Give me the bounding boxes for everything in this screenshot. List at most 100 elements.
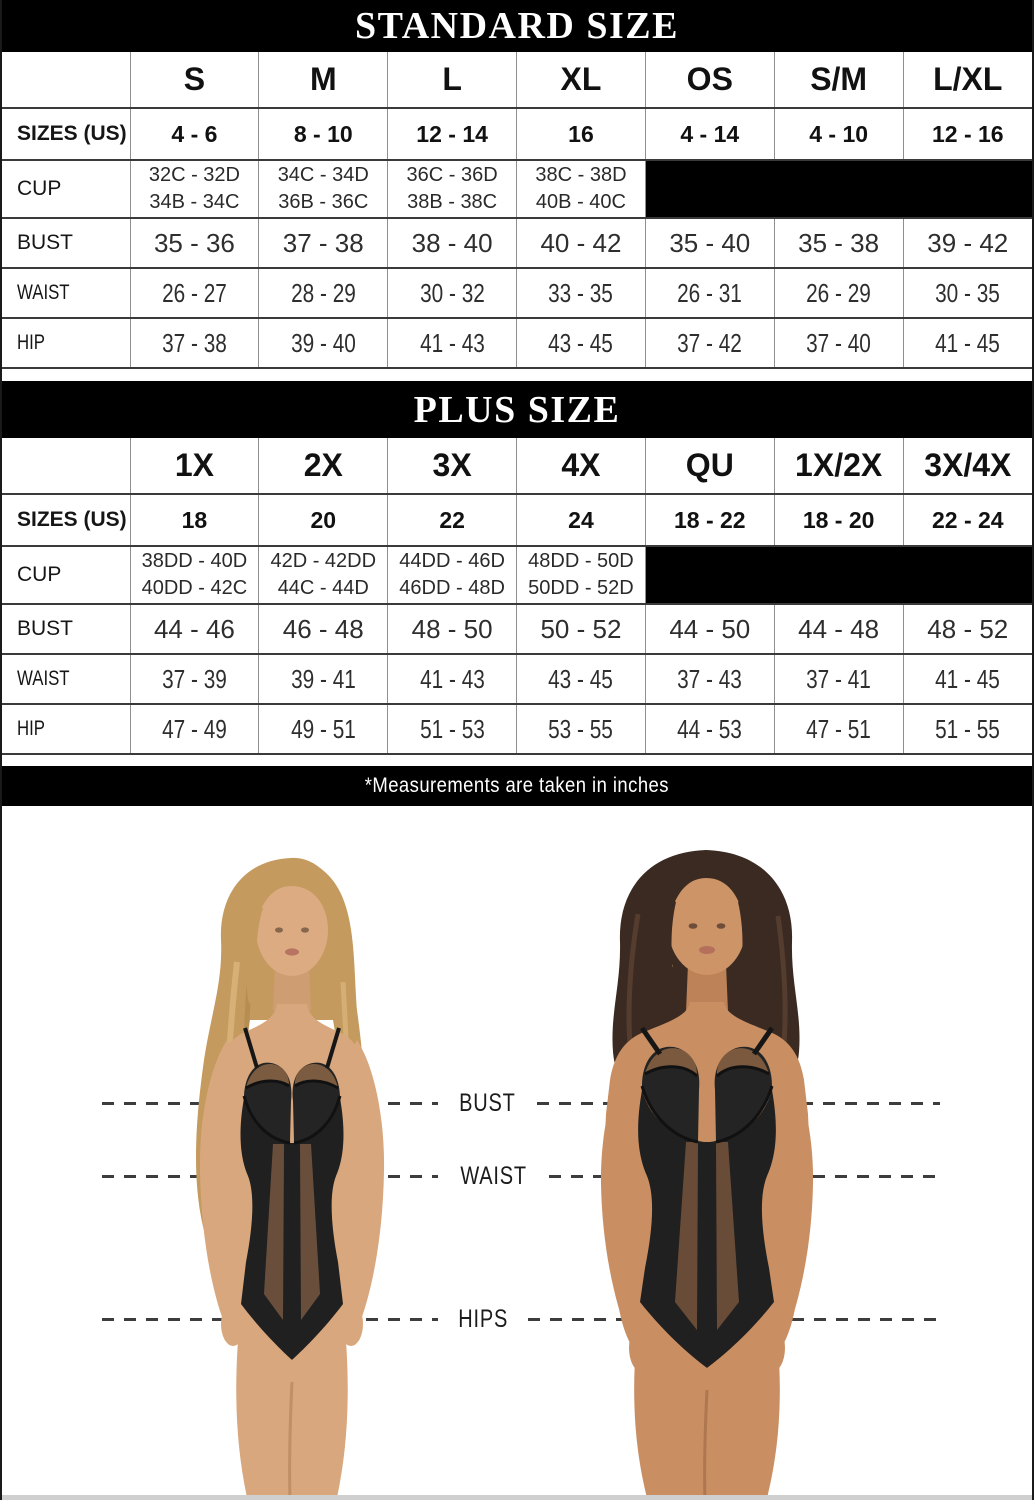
plus-size-title: PLUS SIZE [413,388,621,431]
row-sizes-us: SIZES (US) 18 20 22 24 18 - 22 18 - 20 22 - 24 [2,494,1032,546]
cell-cup-l: 36C - 36D 38B - 38C [387,160,517,218]
filled-cell [644,160,1032,218]
cell-waist-l-xl: 30 - 35 [902,268,1032,318]
column-header-s: S [129,52,259,108]
row-hip: HIP 47 - 49 49 - 51 51 - 53 53 - 55 44 - 53 47… [2,704,1032,754]
cell-hip-s-m: 37 - 40 [773,318,904,368]
cell-waist-xl: 33 - 35 [516,268,646,318]
row-label-hip: HIP [17,331,46,354]
hips-label: HIPS [458,1304,509,1333]
footnote-bar: *Measurements are taken in inches [2,766,1032,806]
column-header-3x: 3X [387,438,517,494]
cell-hip-1x: 47 - 49 [129,704,259,754]
cell-bust-qu: 44 - 50 [644,604,775,654]
measurement-guide-photo: BUST WAIST HIPS [2,806,1032,1500]
cell-waist-2x: 39 - 41 [258,654,388,704]
cell-waist-1x: 37 - 39 [129,654,259,704]
cell-hip-4x: 53 - 55 [516,704,646,754]
plus-size-table: 1X 2X 3X 4X QU 1X/2X 3X/4X SIZES (US) 18 20 22 24 18… [2,438,1032,755]
cell-hip-xl: 43 - 45 [516,318,646,368]
row-hip: HIP 37 - 38 39 - 40 41 - 43 43 - 45 37 - 42 37… [2,318,1032,368]
cell-hip-l: 41 - 43 [387,318,517,368]
row-label-cup: CUP [17,563,62,586]
column-header-m: M [258,52,388,108]
cell-waist-s: 26 - 27 [129,268,259,318]
cell-sizes-us-2x: 20 [258,494,388,546]
cell-sizes-us-m: 8 - 10 [258,108,388,160]
cell-sizes-us-1x: 18 [129,494,259,546]
column-header-1x-2x: 1X/2X [773,438,904,494]
cell-sizes-us-1x-2x: 18 - 20 [773,494,904,546]
cell-bust-1x: 44 - 46 [129,604,259,654]
bust-label: BUST [459,1088,516,1117]
cell-sizes-us-xl: 16 [516,108,646,160]
cell-bust-m: 37 - 38 [258,218,388,268]
cell-sizes-us-os: 4 - 14 [644,108,775,160]
cell-cup-s: 32C - 32D 34B - 34C [129,160,259,218]
cell-bust-3x: 48 - 50 [387,604,517,654]
column-header-1x: 1X [129,438,259,494]
cell-hip-qu: 44 - 53 [644,704,775,754]
corner-cell [2,52,130,108]
cell-sizes-us-l: 12 - 14 [387,108,517,160]
cell-waist-l: 30 - 32 [387,268,517,318]
cell-hip-1x-2x: 47 - 51 [773,704,904,754]
cell-hip-l-xl: 41 - 45 [902,318,1032,368]
cell-bust-l-xl: 39 - 42 [902,218,1032,268]
column-header-xl: XL [516,52,646,108]
plus-table: 1X 2X 3X 4X QU 1X/2X 3X/4X SIZES (US) 18 20 22 24 18… [2,438,1032,755]
plus-model-illustration [600,850,814,1495]
cell-waist-3x-4x: 41 - 45 [902,654,1032,704]
cell-waist-os: 26 - 31 [644,268,775,318]
cell-sizes-us-4x: 24 [516,494,646,546]
cell-waist-m: 28 - 29 [258,268,388,318]
cell-hip-os: 37 - 42 [644,318,775,368]
cell-sizes-us-l-xl: 12 - 16 [902,108,1032,160]
cell-hip-3x: 51 - 53 [387,704,517,754]
cell-sizes-us-s: 4 - 6 [129,108,259,160]
column-header-l-xl: L/XL [902,52,1032,108]
row-label-sizes-us: SIZES (US) [17,508,127,531]
row-label-waist: WAIST [17,667,70,690]
cell-bust-1x-2x: 44 - 48 [773,604,904,654]
waist-label: WAIST [460,1161,527,1190]
cell-waist-qu: 37 - 43 [644,654,775,704]
cell-cup-m: 34C - 34D 36B - 36C [258,160,388,218]
cell-bust-xl: 40 - 42 [516,218,646,268]
row-label-cup: CUP [17,177,62,200]
row-waist: WAIST 26 - 27 28 - 29 30 - 32 33 - 35 26 - 31… [2,268,1032,318]
cell-waist-1x-2x: 37 - 41 [773,654,904,704]
cell-bust-3x-4x: 48 - 52 [902,604,1032,654]
cell-bust-s: 35 - 36 [129,218,259,268]
row-label-hip: HIP [17,717,46,740]
row-cup: CUP 32C - 32D 34B - 34C 34C - 34D 36B - 36… [2,160,1032,218]
cell-cup-1x: 38DD - 40D 40DD - 42C [129,546,259,604]
cell-hip-m: 39 - 40 [258,318,388,368]
standard-model-illustration [195,857,385,1495]
row-label-waist: WAIST [17,281,70,304]
row-waist: WAIST 37 - 39 39 - 41 41 - 43 43 - 45 37 - 43… [2,654,1032,704]
column-header-qu: QU [644,438,775,494]
cell-sizes-us-3x: 22 [387,494,517,546]
cell-hip-3x-4x: 51 - 55 [902,704,1032,754]
standard-size-title: STANDARD SIZE [355,5,679,47]
cell-waist-3x: 41 - 43 [387,654,517,704]
cell-cup-2x: 42D - 42DD 44C - 44D [258,546,388,604]
row-bust: BUST 35 - 36 37 - 38 38 - 40 40 - 42 35 - 40 3… [2,218,1032,268]
standard-size-title-bar: STANDARD SIZE [2,0,1032,52]
cell-cup-3x: 44DD - 46D 46DD - 48D [387,546,517,604]
cell-sizes-us-qu: 18 - 22 [644,494,775,546]
row-label-bust: BUST [17,617,74,640]
row-cup: CUP 38DD - 40D 40DD - 42C 42D - 42DD 44C -… [2,546,1032,604]
footnote-text: *Measurements are taken in inches [364,774,670,797]
cell-waist-s-m: 26 - 29 [773,268,904,318]
filled-cell [644,546,1032,604]
row-bust: BUST 44 - 46 46 - 48 48 - 50 50 - 52 44 - 50 4… [2,604,1032,654]
cell-bust-l: 38 - 40 [387,218,517,268]
cell-sizes-us-s-m: 4 - 10 [773,108,904,160]
cell-hip-s: 37 - 38 [129,318,259,368]
column-header-2x: 2X [258,438,388,494]
cell-bust-s-m: 35 - 38 [773,218,904,268]
